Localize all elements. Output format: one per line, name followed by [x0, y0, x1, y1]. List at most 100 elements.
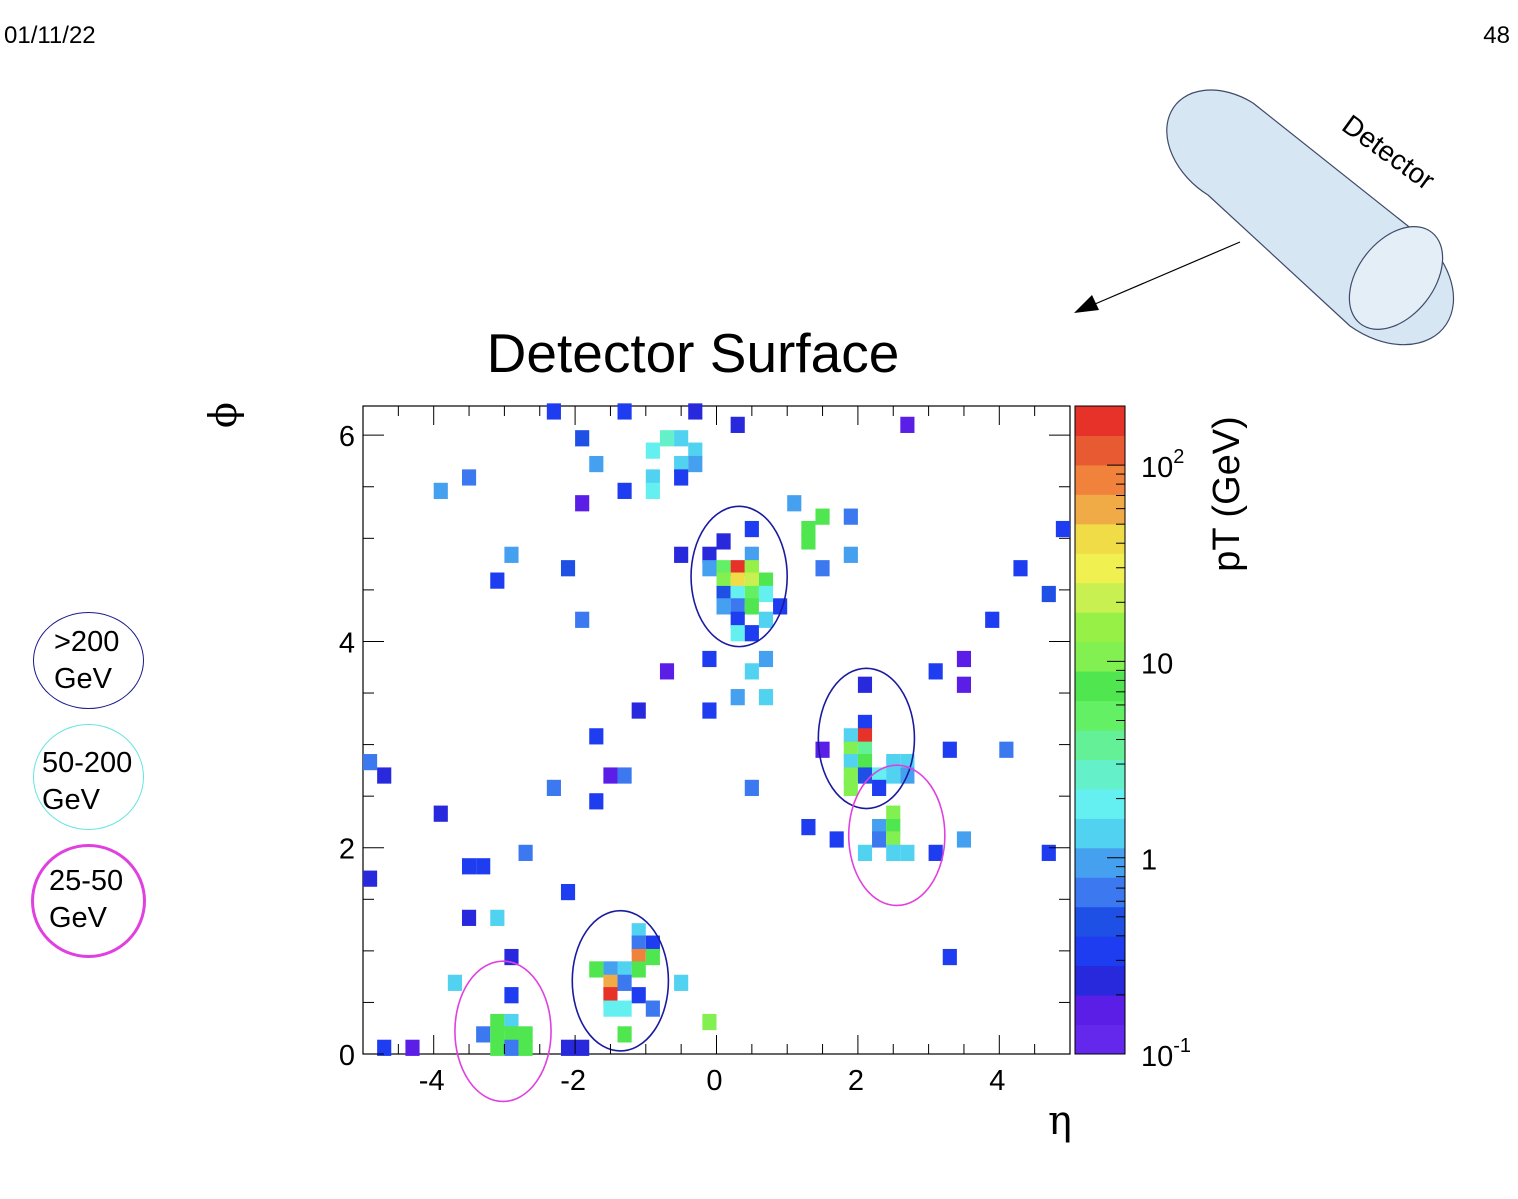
x-axis-label: η [1048, 1098, 1072, 1144]
x-tick-labels: -4 -2 0 2 4 [419, 1065, 1006, 1097]
heatmap-bin [956, 676, 972, 693]
colorbar-segment [1075, 1024, 1125, 1055]
axis-ticks [362, 406, 1071, 1055]
heatmap-bin [900, 844, 915, 861]
heatmap-bin [490, 909, 505, 926]
jet-circle [817, 667, 916, 810]
colorbar-segment [1075, 995, 1125, 1026]
heatmap-bin [645, 935, 660, 952]
heatmap-bin [702, 702, 717, 719]
heatmap-bin [843, 779, 858, 797]
heatmap-bin [857, 844, 873, 861]
heatmap-bin [645, 442, 660, 459]
colorbar-segment [1075, 464, 1125, 495]
heatmap-bin [843, 508, 858, 525]
colorbar-segment [1075, 582, 1125, 613]
heatmap-bin [956, 831, 972, 848]
heatmap-bin [447, 974, 462, 991]
slide-page-number: 48 [1483, 22, 1510, 49]
heatmap-bin [518, 1026, 533, 1043]
heatmap-bin [801, 520, 816, 538]
heatmap-bin [702, 546, 717, 563]
colorbar-segment [1075, 671, 1125, 702]
heatmap-bin [886, 767, 901, 784]
heatmap-bin [674, 430, 689, 447]
heatmap-bin [461, 469, 477, 486]
heatmap-bin [730, 611, 745, 628]
heatmap-bins [363, 403, 1070, 1056]
heatmap-bin [716, 560, 731, 577]
colorbar-segment [1075, 936, 1125, 967]
heatmap-bin [744, 546, 759, 563]
heatmap-bin [617, 974, 632, 991]
heatmap-bin [603, 974, 618, 991]
heatmap-bin [674, 469, 689, 486]
heatmap-bin [744, 585, 759, 603]
y-tick-label: 2 [339, 834, 355, 866]
heatmap-bin [688, 442, 703, 459]
heatmap-bin [857, 676, 873, 693]
heatmap-bin [857, 741, 873, 758]
colorbar-segment [1075, 730, 1125, 760]
heatmap-bin [603, 961, 618, 978]
heatmap-bin [575, 495, 590, 512]
heatmap-bin [730, 416, 745, 433]
heatmap-bin [815, 741, 830, 758]
colorbar-segment [1075, 523, 1125, 554]
heatmap-bin [688, 455, 703, 473]
heatmap-bin [815, 508, 830, 525]
heatmap-bin [730, 625, 745, 642]
heatmap-bin [956, 650, 972, 668]
y-tick-labels: 0 2 4 6 [339, 421, 355, 1072]
heatmap-bin [603, 767, 618, 784]
heatmap-bin [1055, 520, 1070, 538]
heatmap-bin [363, 870, 378, 887]
heatmap-bin [546, 403, 561, 420]
heatmap-bin [843, 546, 858, 563]
heatmap-bin [730, 572, 745, 589]
heatmap-bin [999, 741, 1014, 758]
colorbar-label: pT (GeV) [1206, 416, 1248, 572]
heatmap-bin [461, 909, 477, 926]
heatmap-bin [363, 754, 378, 771]
heatmap-bin [857, 767, 873, 784]
heatmap-bin [476, 1026, 491, 1043]
heatmap-bin [631, 987, 646, 1004]
heatmap-bin [744, 598, 759, 615]
colorbar [1075, 406, 1125, 1055]
plot-frame [362, 405, 1071, 1055]
heatmap-bin [716, 585, 731, 603]
heatmap-bin [787, 495, 802, 512]
y-tick-label: 4 [339, 627, 355, 659]
heatmap-bin [1013, 560, 1028, 577]
legend-line: 50-200 [42, 747, 133, 779]
heatmap-bin [405, 1039, 420, 1056]
heatmap-bin [801, 819, 816, 836]
heatmap-bin [758, 611, 774, 628]
heatmap-bin [758, 585, 774, 603]
detector-arrow [1074, 241, 1241, 313]
heatmap-bin [490, 1013, 505, 1031]
legend-circle-25-50 [31, 844, 146, 958]
heatmap-bin [843, 728, 858, 745]
heatmap-bin [617, 1000, 632, 1017]
heatmap-bin [617, 1026, 632, 1043]
colorbar-segment [1075, 847, 1125, 878]
heatmap-bin [928, 844, 943, 861]
chart-title: Detector Surface [487, 322, 900, 384]
heatmap-bin [504, 1013, 519, 1031]
legend-line: >200 [54, 626, 120, 658]
colorbar-segment [1075, 818, 1125, 849]
heatmap-bin [575, 430, 590, 447]
heatmap-bin [688, 403, 703, 420]
heatmap-bin [716, 533, 731, 550]
heatmap-bin [942, 948, 957, 966]
x-tick-label: -4 [419, 1065, 445, 1097]
heatmap-bin [942, 741, 957, 758]
colorbar-tick-label: 102 [1141, 446, 1184, 484]
heatmap-bin [659, 430, 675, 447]
heatmap-bin [857, 728, 873, 745]
heatmap-bin [702, 560, 717, 577]
legend-label-50-200: 50-200 GeV [42, 745, 132, 819]
heatmap-bin [645, 948, 660, 966]
